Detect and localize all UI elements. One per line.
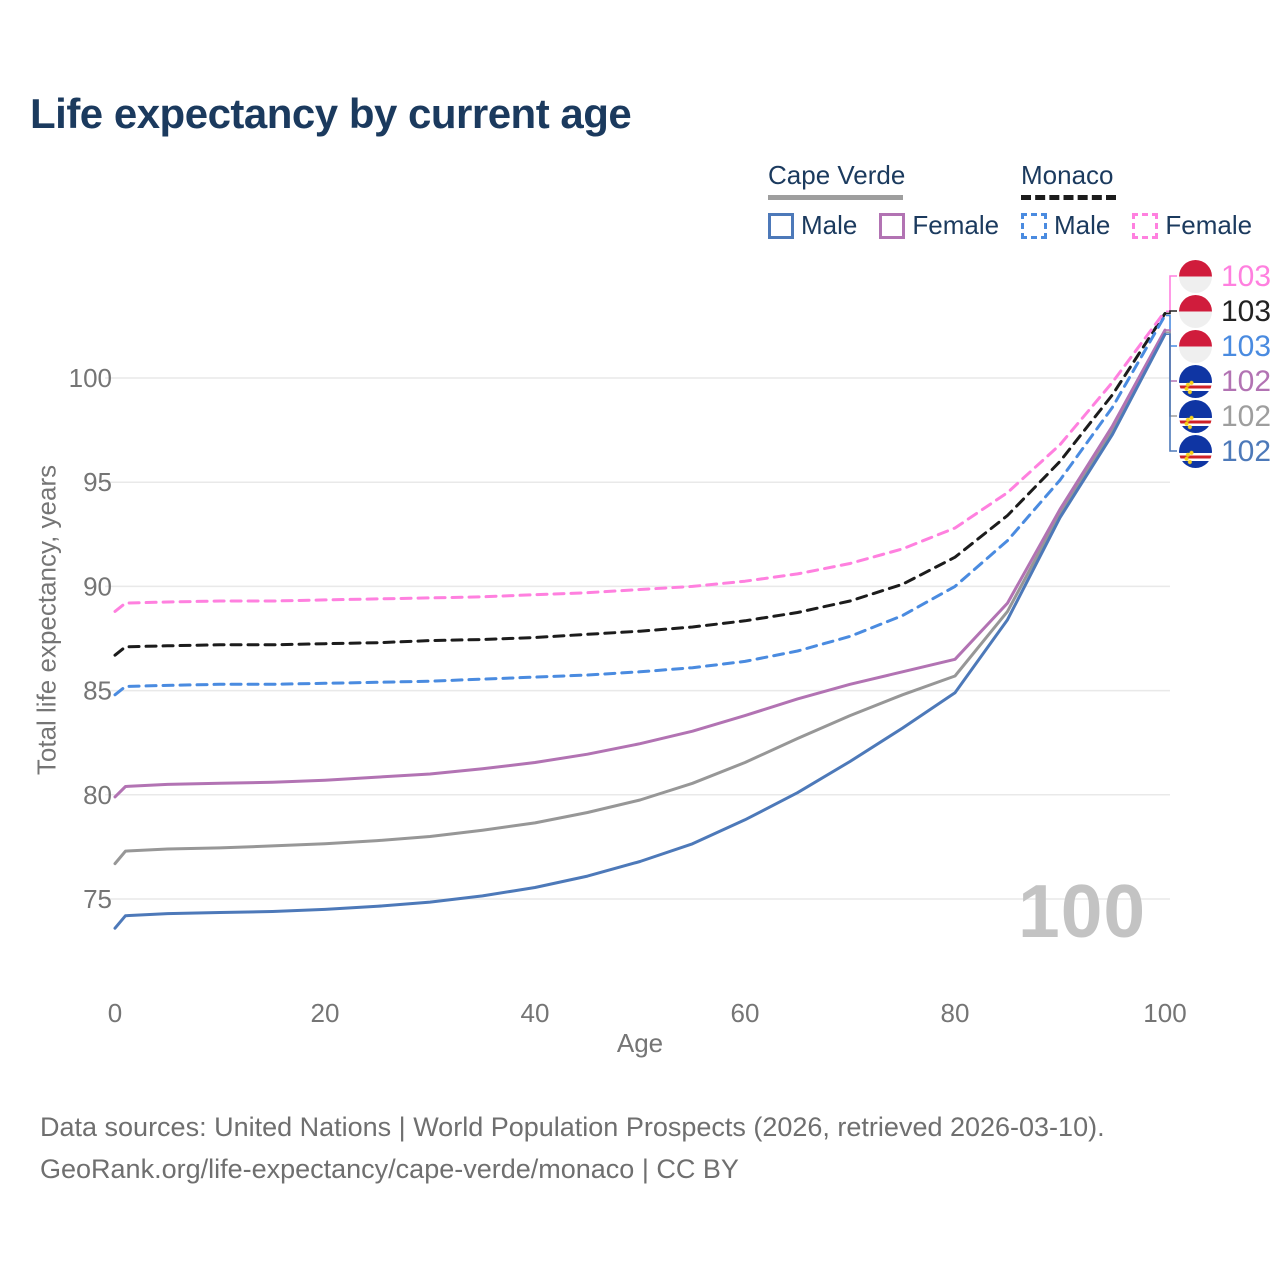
- legend-group-monaco: Monaco Male Female: [1021, 160, 1252, 241]
- legend-swatch-icon: [1021, 212, 1047, 239]
- svg-text:40: 40: [521, 998, 550, 1028]
- page-title: Life expectancy by current age: [30, 90, 632, 137]
- legend-swatch-icon: [879, 212, 906, 239]
- end-label-row: 103: [1179, 259, 1271, 294]
- y-axis-title: Total life expectancy, years: [31, 464, 62, 776]
- end-label-value: 103: [1221, 329, 1272, 363]
- monaco-flag-icon: [1179, 295, 1212, 328]
- legend-swatch-icon: [1132, 212, 1159, 239]
- legend-country-monaco: Monaco: [1021, 160, 1114, 190]
- legend-item-label: Female: [912, 210, 1000, 240]
- monaco-flag-icon: [1179, 330, 1212, 363]
- legend-item-label: Male: [1054, 210, 1111, 240]
- svg-text:90: 90: [83, 571, 112, 601]
- legend-item-label: Female: [1165, 210, 1253, 240]
- monaco-flag-icon: [1179, 260, 1212, 293]
- end-label-row: 103: [1179, 329, 1271, 364]
- end-label-row: 102: [1179, 399, 1271, 434]
- end-label-value: 102: [1221, 434, 1272, 468]
- cape-verde-flag-icon: [1179, 435, 1212, 468]
- svg-text:75: 75: [83, 884, 112, 914]
- svg-text:60: 60: [731, 998, 760, 1028]
- svg-text:20: 20: [311, 998, 340, 1028]
- age-watermark: 100: [1018, 869, 1147, 953]
- x-axis-title: Age: [616, 1028, 664, 1058]
- legend-item-cape-verde-male[interactable]: Male: [768, 210, 857, 241]
- legend-item-monaco-female[interactable]: Female: [1132, 210, 1252, 241]
- end-label-value: 103: [1221, 294, 1272, 328]
- legend-item-label: Male: [801, 210, 858, 240]
- legend-line-sample-monaco: [1021, 195, 1116, 200]
- data-source-note: Data sources: United Nations | World Pop…: [40, 1106, 1105, 1190]
- cape-verde-flag-icon: [1179, 400, 1212, 433]
- svg-text:95: 95: [83, 467, 112, 497]
- legend-group-cape-verde: Cape Verde Male Female: [768, 160, 999, 241]
- cape-verde-flag-icon: [1179, 365, 1212, 398]
- svg-text:100: 100: [1143, 998, 1186, 1028]
- svg-text:85: 85: [83, 676, 112, 706]
- svg-text:80: 80: [83, 780, 112, 810]
- svg-text:80: 80: [941, 998, 970, 1028]
- data-source-line2: GeoRank.org/life-expectancy/cape-verde/m…: [40, 1154, 739, 1184]
- legend-item-cape-verde-female[interactable]: Female: [879, 210, 999, 241]
- end-label-row: 102: [1179, 434, 1271, 469]
- end-label-value: 103: [1221, 259, 1272, 293]
- legend-country-cape-verde: Cape Verde: [768, 160, 906, 190]
- legend-swatch-icon: [768, 212, 794, 239]
- end-label-value: 102: [1221, 364, 1272, 398]
- end-label-row: 103: [1179, 294, 1271, 329]
- legend-line-sample-cape-verde: [768, 195, 903, 200]
- end-label-value: 102: [1221, 399, 1272, 433]
- legend-item-monaco-male[interactable]: Male: [1021, 210, 1110, 241]
- svg-text:100: 100: [69, 363, 112, 393]
- end-label-row: 102: [1179, 364, 1271, 399]
- svg-text:0: 0: [108, 998, 122, 1028]
- data-source-line1: Data sources: United Nations | World Pop…: [40, 1112, 1105, 1142]
